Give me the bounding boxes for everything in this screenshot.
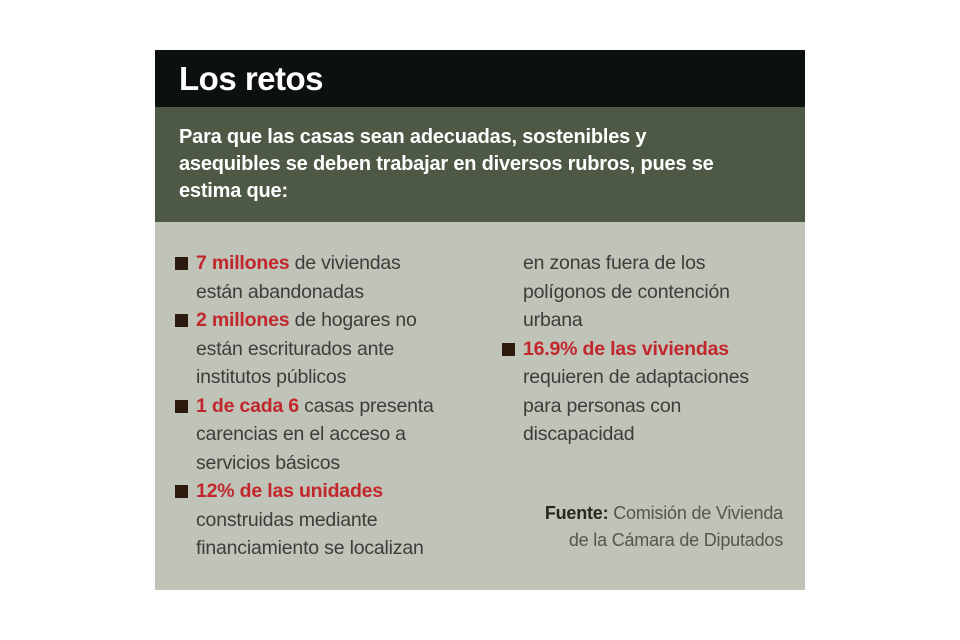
- column-left: 7 millones de viviendas están abandonada…: [175, 249, 480, 563]
- stat-rest: construidas mediante financiamiento se l…: [196, 508, 424, 560]
- stat-highlight: 7 millones: [196, 252, 290, 274]
- bullet-square-icon: [502, 342, 515, 356]
- column-right: en zonas fuera de los polígonos de conte…: [502, 249, 807, 449]
- stat-highlight: 16.9% de las viviendas: [523, 337, 729, 360]
- list-item: 7 millones de viviendas están abandonada…: [175, 249, 480, 306]
- list-item: 2 millones de hogares no están escritura…: [175, 306, 480, 392]
- stat-rest: casas presenta carencias en el acceso a …: [196, 394, 434, 474]
- source-text: Comisión de Vivienda de la Cámara de Dip…: [568, 503, 783, 550]
- list-item: 1 de cada 6 casas presenta carencias en …: [175, 392, 480, 478]
- continuation-text: en zonas fuera de los polígonos de conte…: [523, 252, 730, 331]
- stat-highlight: 12% de las unidades: [196, 480, 383, 502]
- intro-band: Para que las casas sean adecuadas, soste…: [155, 107, 805, 222]
- source-attribution: Fuente: Comisión de Vivienda de la Cámar…: [545, 500, 783, 554]
- bullet-text: 16.9% de las viviendas requieren de adap…: [523, 335, 749, 449]
- stat-rest: de hogares no están escriturados ante in…: [196, 309, 417, 388]
- page-title: Los retos: [179, 59, 324, 97]
- stat-highlight: 1 de cada 6: [196, 394, 299, 417]
- list-item: 12% de las unidades construidas mediante…: [175, 477, 480, 563]
- source-label: Fuente:: [544, 503, 609, 523]
- bullet-text: 2 millones de hogares no están escritura…: [196, 306, 417, 392]
- bullet-square-icon: [175, 257, 188, 270]
- stat-rest: de viviendas están abandonadas: [196, 252, 401, 303]
- intro-text: Para que las casas sean adecuadas, soste…: [179, 126, 714, 202]
- bullet-text: 12% de las unidades construidas mediante…: [196, 477, 424, 563]
- header-band: Los retos: [155, 50, 805, 107]
- bullet-square-icon: [175, 314, 188, 327]
- bullet-square-icon: [175, 399, 188, 413]
- infographic-card: Los retos Para que las casas sean adecua…: [155, 50, 805, 590]
- bullet-text: 1 de cada 6 casas presenta carencias en …: [196, 392, 434, 478]
- content-body: 7 millones de viviendas están abandonada…: [155, 222, 805, 590]
- stat-highlight: 2 millones: [196, 309, 290, 331]
- list-item: 16.9% de las viviendas requieren de adap…: [502, 335, 807, 449]
- bullet-square-icon: [175, 485, 188, 498]
- stat-rest: requieren de adaptaciones para personas …: [523, 366, 749, 445]
- bullet-text: 7 millones de viviendas están abandonada…: [196, 249, 401, 306]
